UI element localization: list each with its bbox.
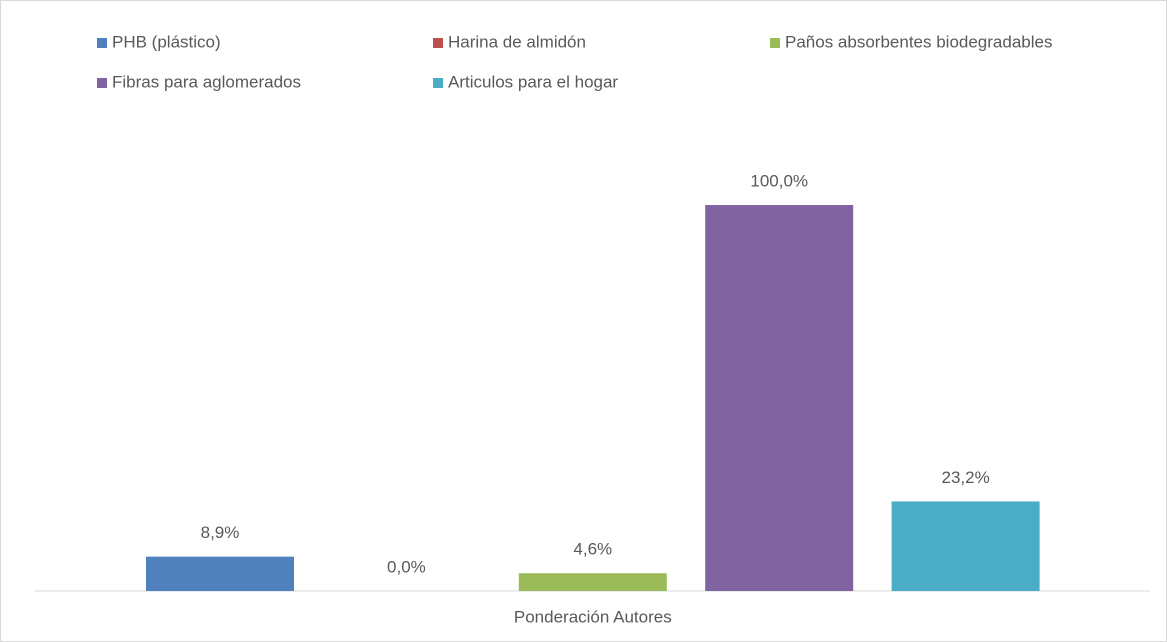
legend-swatch [770, 38, 780, 48]
bar [146, 556, 294, 591]
bar [705, 205, 854, 591]
legend-swatch [433, 78, 443, 88]
legend-label: Fibras para aglomerados [112, 72, 301, 91]
bar [891, 501, 1040, 591]
data-label: 4,6% [573, 540, 612, 559]
legend-label: Articulos para el hogar [448, 72, 618, 91]
legend-swatch [97, 38, 107, 48]
legend-swatch [97, 78, 107, 88]
legend-label: PHB (plástico) [112, 32, 221, 51]
x-tick-label: Ponderación Autores [514, 607, 672, 626]
legend-label: Harina de almidón [448, 32, 586, 51]
data-label: 23,2% [941, 468, 989, 487]
data-label: 8,9% [201, 523, 240, 542]
data-label: 100,0% [750, 171, 808, 190]
bar [518, 573, 667, 591]
legend-swatch [433, 38, 443, 48]
legend-label: Paños absorbentes biodegradables [785, 32, 1052, 51]
data-label: 0,0% [387, 557, 426, 576]
